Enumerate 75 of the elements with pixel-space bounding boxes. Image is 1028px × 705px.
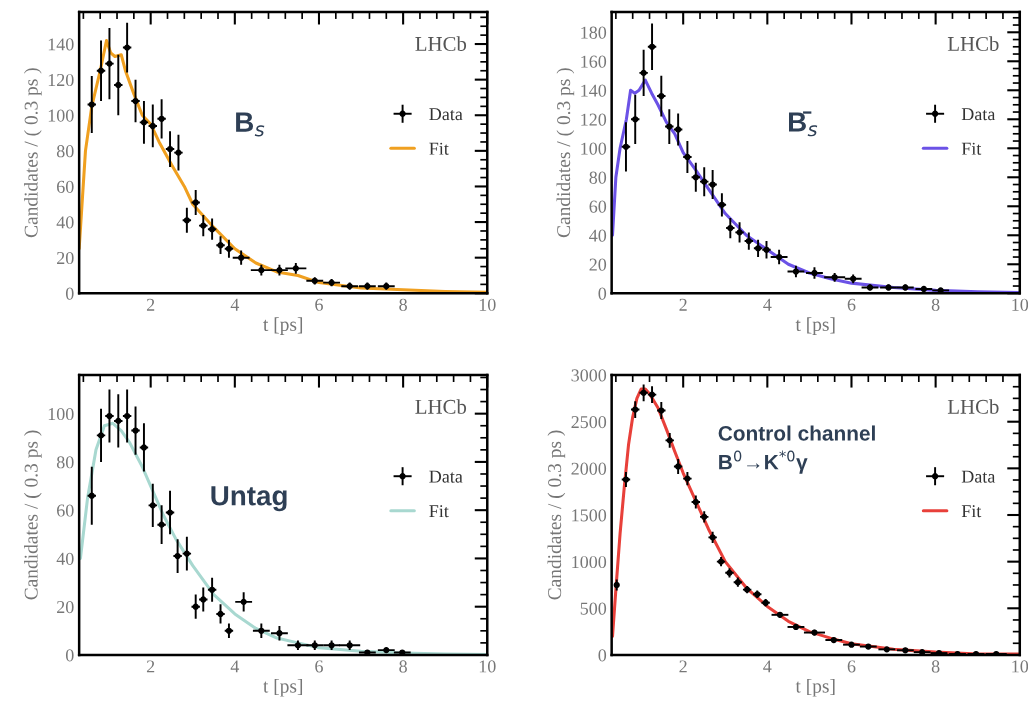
- x-tick-label: 10: [1012, 298, 1028, 311]
- y-tick-label: 140: [48, 38, 74, 51]
- x-tick-label: 4: [763, 660, 772, 673]
- x-tick-label: 8: [399, 298, 407, 311]
- x-tick-label: 10: [479, 298, 496, 311]
- y-tick-label: 120: [581, 113, 607, 126]
- y-tick-label: 60: [57, 504, 74, 517]
- annotation: B̄$_{s}$: [789, 111, 818, 137]
- y-tick-label: 0: [65, 649, 74, 662]
- legend-label: Fit: [429, 505, 449, 518]
- y-tick-label: 120: [48, 73, 74, 87]
- x-tick-label: 8: [399, 660, 407, 673]
- x-tick-label: 10: [1012, 660, 1028, 673]
- y-tick-label: 40: [56, 216, 74, 229]
- x-tick-label: 2: [146, 660, 155, 673]
- y-tick-label: 180: [581, 26, 607, 39]
- legend-label: Data: [961, 470, 996, 483]
- y-tick-label: 80: [589, 171, 607, 184]
- legend-label: Fit: [961, 505, 982, 518]
- x-tick-label: 2: [679, 660, 687, 673]
- x-tick-label: 8: [931, 298, 940, 311]
- annotation: LHCb: [947, 36, 999, 51]
- y-tick-label: 20: [57, 251, 74, 265]
- legend-label: Fit: [429, 142, 449, 155]
- x-tick-label: 6: [847, 298, 856, 311]
- y-tick-label: 1000: [572, 555, 607, 569]
- y-tick-label: 40: [589, 229, 607, 242]
- x-tick-label: 6: [847, 660, 856, 673]
- annotation: LHCb: [947, 399, 999, 414]
- y-axis-title: Candidates / ( 0.3 ps ): [24, 68, 42, 238]
- y-tick-label: 40: [56, 552, 74, 565]
- y-tick-label: 20: [57, 600, 74, 614]
- y-tick-label: 160: [581, 55, 607, 68]
- x-tick-label: 4: [230, 298, 240, 311]
- y-tick-label: 80: [56, 456, 74, 469]
- x-axis-title: t [ps]: [795, 678, 835, 697]
- y-tick-label: 100: [581, 142, 607, 155]
- x-axis-title: t [ps]: [795, 317, 835, 335]
- y-tick-label: 0: [65, 287, 74, 300]
- x-tick-label: 6: [315, 298, 323, 311]
- x-tick-label: 2: [679, 298, 687, 311]
- x-tick-label: 4: [230, 660, 240, 673]
- y-tick-label: 80: [56, 145, 74, 158]
- annotation: LHCb: [415, 399, 467, 414]
- y-tick-label: 2000: [571, 462, 607, 475]
- y-axis-title: Candidates / ( 0.3 ps ): [547, 430, 566, 600]
- y-tick-label: 0: [598, 649, 607, 662]
- y-tick-label: 100: [48, 109, 74, 122]
- y-tick-label: 100: [48, 407, 74, 421]
- annotation: LHCb: [415, 36, 467, 51]
- annotation: Untag: [211, 486, 287, 512]
- y-axis-title: Candidates / ( 0.3 ps ): [24, 430, 42, 600]
- x-tick-label: 10: [479, 660, 496, 673]
- legend-label: Data: [429, 470, 463, 483]
- legend-label: Fit: [961, 142, 982, 155]
- y-tick-label: 0: [598, 287, 607, 300]
- y-tick-label: 2500: [571, 415, 607, 429]
- legend-label: Data: [961, 108, 996, 121]
- legend-label: Data: [429, 108, 463, 121]
- y-tick-label: 500: [580, 602, 607, 615]
- annotation: Control channel B$^{0}$→K$^{*0}$γ: [718, 425, 875, 474]
- y-tick-label: 3000: [571, 369, 607, 382]
- annotation: B$_{s}$: [236, 112, 265, 137]
- y-axis-title: Candidates / ( 0.3 ps ): [556, 68, 575, 238]
- x-tick-label: 6: [315, 660, 323, 673]
- x-tick-label: 2: [146, 298, 155, 311]
- x-tick-label: 8: [931, 660, 940, 673]
- x-axis-title: t [ps]: [263, 678, 303, 697]
- y-tick-label: 60: [589, 200, 607, 213]
- x-axis-title: t [ps]: [263, 317, 303, 335]
- y-tick-label: 140: [581, 84, 607, 97]
- y-tick-label: 1500: [572, 509, 607, 522]
- y-tick-label: 60: [57, 180, 74, 193]
- x-tick-label: 4: [763, 298, 772, 311]
- y-tick-label: 20: [589, 258, 607, 271]
